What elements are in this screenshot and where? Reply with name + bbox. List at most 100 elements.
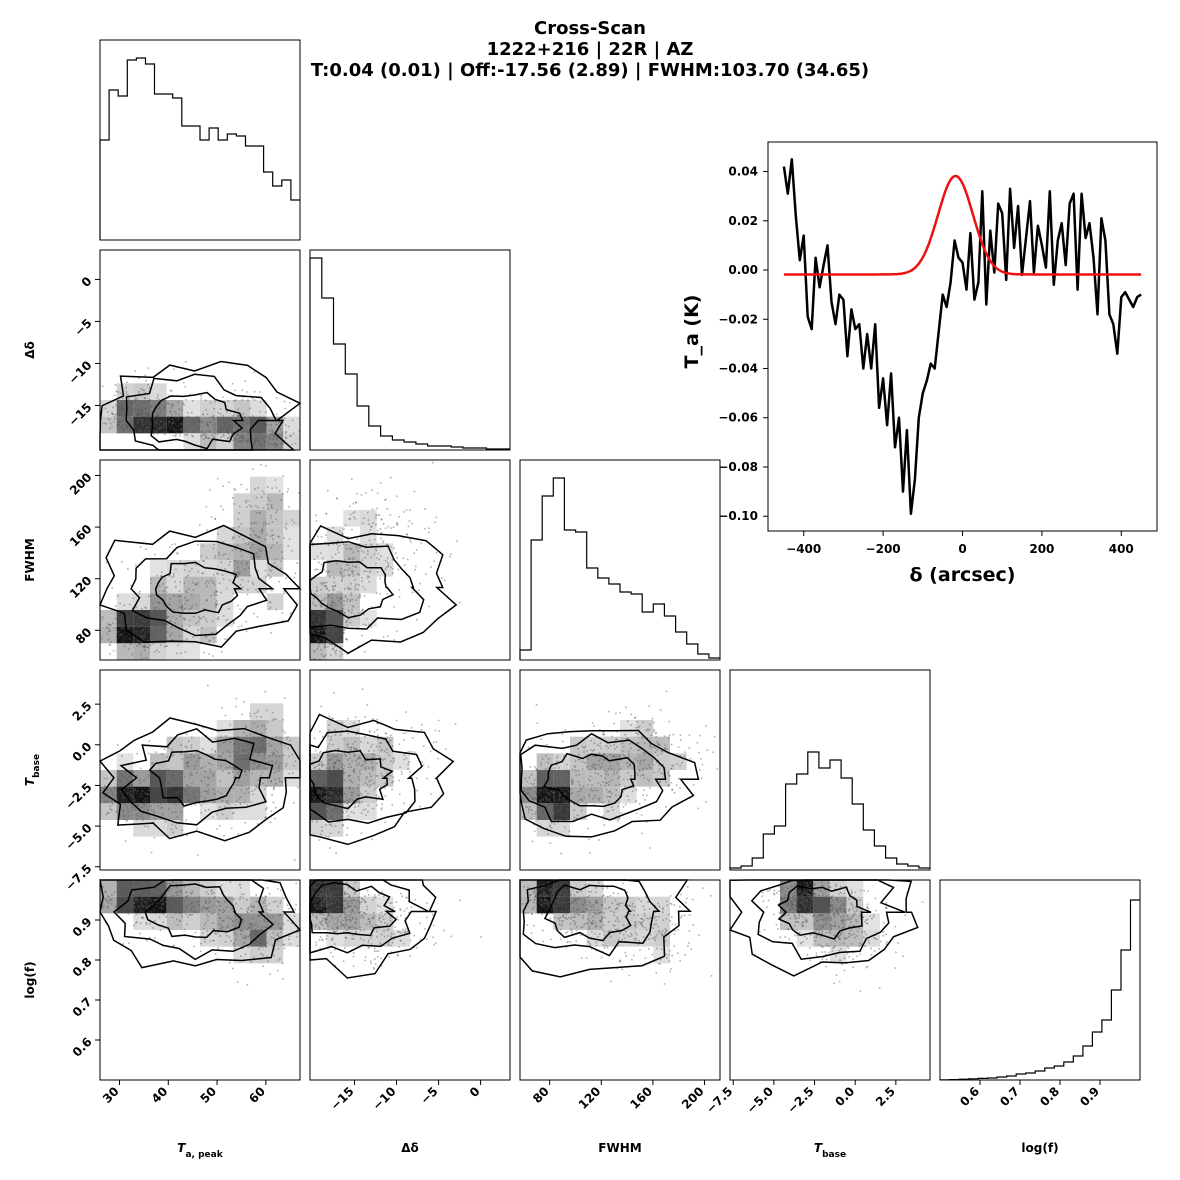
sample-point	[217, 430, 219, 433]
sample-point	[189, 785, 191, 788]
density-cell	[250, 786, 267, 804]
sample-point	[327, 636, 330, 638]
sample-point	[649, 743, 651, 745]
sample-point	[282, 422, 284, 424]
density-cell	[360, 576, 377, 594]
sample-point	[318, 643, 321, 645]
sample-point	[672, 733, 675, 736]
sample-point	[356, 492, 358, 495]
sample-point	[220, 591, 222, 594]
sample-point	[255, 945, 258, 947]
sample-point	[215, 631, 218, 634]
sample-point	[234, 742, 236, 745]
sample-point	[244, 724, 247, 727]
sample-point	[242, 935, 245, 937]
sample-point	[376, 557, 378, 559]
sample-point	[175, 412, 177, 415]
sample-point	[214, 594, 216, 596]
sample-point	[650, 747, 652, 749]
sample-point	[260, 443, 263, 446]
sample-point	[384, 499, 386, 501]
sample-point	[206, 913, 208, 916]
sample-point	[109, 805, 112, 808]
sample-point	[344, 779, 346, 782]
sample-point	[207, 916, 209, 918]
sample-point	[554, 782, 556, 784]
sample-point	[527, 746, 530, 749]
sample-point	[258, 428, 261, 430]
sample-point	[167, 789, 170, 792]
sample-point	[246, 439, 249, 441]
sample-point	[265, 767, 268, 770]
sample-point	[550, 790, 553, 793]
sample-point	[197, 629, 199, 631]
sample-point	[293, 764, 295, 767]
sample-point	[233, 743, 235, 745]
sample-point	[142, 389, 144, 392]
sample-point	[270, 780, 272, 783]
sample-point	[271, 434, 273, 437]
sample-point	[253, 399, 256, 401]
sample-point	[116, 904, 119, 906]
sample-point	[620, 812, 623, 814]
sample-point	[556, 757, 558, 759]
sample-point	[323, 655, 325, 657]
sample-point	[636, 760, 639, 762]
density-cell	[376, 560, 394, 577]
sample-point	[622, 791, 625, 793]
sample-point	[328, 715, 331, 718]
density-cell	[603, 770, 620, 787]
sample-point	[212, 547, 214, 550]
sample-point	[545, 787, 547, 790]
sample-point	[555, 804, 557, 807]
sample-point	[257, 948, 260, 950]
sample-point	[183, 404, 185, 406]
sample-point	[156, 587, 159, 589]
sample-point	[540, 789, 542, 792]
sample-point	[182, 424, 184, 427]
sample-point	[323, 796, 325, 798]
sample-point	[171, 422, 173, 424]
sample-point	[179, 790, 181, 792]
sample-point	[269, 909, 272, 912]
density-cell	[200, 576, 217, 594]
sample-point	[105, 423, 107, 425]
sample-point	[124, 897, 127, 900]
sample-point	[211, 755, 213, 757]
sample-point	[610, 779, 613, 781]
sample-point	[208, 653, 211, 655]
sample-point	[612, 754, 615, 757]
sample-point	[371, 545, 373, 547]
sample-point	[268, 608, 271, 610]
sample-point	[329, 629, 331, 631]
sample-point	[195, 790, 197, 792]
sample-point	[274, 778, 277, 781]
sample-point	[204, 635, 207, 638]
sample-point	[172, 435, 175, 437]
sample-point	[564, 826, 566, 829]
sample-point	[175, 918, 178, 921]
sample-point	[221, 770, 224, 772]
sample-point	[173, 420, 175, 423]
sample-point	[221, 813, 224, 816]
sample-point	[589, 775, 592, 777]
sample-point	[317, 789, 320, 791]
sample-point	[195, 430, 197, 432]
sample-point	[567, 779, 569, 781]
sample-point	[257, 914, 260, 917]
sample-point	[177, 595, 180, 597]
sample-point	[355, 566, 358, 568]
sample-point	[106, 812, 109, 814]
density-cell	[100, 626, 117, 644]
sample-point	[154, 422, 156, 424]
sample-point	[247, 500, 249, 502]
sample-point	[323, 584, 325, 587]
sample-point	[671, 788, 673, 791]
sample-point	[122, 638, 124, 641]
density-panel-log_f-vs-Ta_peak	[99, 879, 302, 1081]
sample-point	[321, 603, 323, 606]
sample-point	[321, 798, 323, 801]
sample-point	[237, 604, 239, 607]
sample-point	[143, 800, 145, 802]
sample-point	[266, 914, 269, 917]
